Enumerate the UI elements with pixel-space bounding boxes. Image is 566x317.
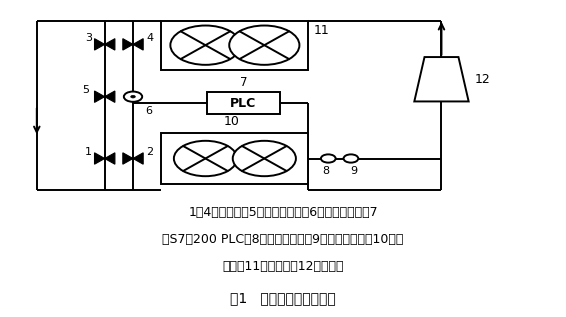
Circle shape	[124, 92, 142, 102]
Text: 7: 7	[239, 76, 247, 89]
Polygon shape	[133, 39, 143, 50]
Text: 3: 3	[85, 33, 92, 43]
Circle shape	[229, 26, 299, 65]
Polygon shape	[414, 57, 469, 101]
Text: 11: 11	[314, 24, 330, 37]
Text: 6: 6	[145, 106, 152, 116]
Polygon shape	[105, 91, 115, 102]
Polygon shape	[95, 91, 105, 102]
Polygon shape	[123, 39, 133, 50]
Text: 12: 12	[474, 73, 490, 86]
Text: 10: 10	[224, 115, 239, 128]
Polygon shape	[105, 39, 115, 50]
Polygon shape	[95, 39, 105, 50]
Circle shape	[170, 26, 241, 65]
Text: 9: 9	[350, 166, 357, 176]
Bar	[161, 133, 308, 184]
Polygon shape	[105, 153, 115, 164]
Polygon shape	[95, 153, 105, 164]
Text: 1: 1	[85, 147, 92, 157]
Bar	[161, 21, 308, 70]
Text: －S7－200 PLC；8－压力传感器；9－温度传感器；10－冷: －S7－200 PLC；8－压力传感器；9－温度传感器；10－冷	[162, 233, 404, 246]
Text: 5: 5	[82, 85, 89, 95]
Bar	[207, 92, 280, 114]
Circle shape	[233, 141, 296, 176]
Polygon shape	[123, 153, 133, 164]
Text: 4: 4	[146, 33, 153, 43]
Circle shape	[321, 154, 336, 163]
Circle shape	[131, 95, 135, 98]
Polygon shape	[133, 153, 143, 164]
Text: 图1   冷库耦合控制系统图: 图1 冷库耦合控制系统图	[230, 292, 336, 306]
Text: 8: 8	[322, 166, 329, 176]
Text: 2: 2	[146, 147, 153, 157]
Circle shape	[174, 141, 237, 176]
Text: PLC: PLC	[230, 96, 256, 110]
Text: 风机；11－冷凝器；12－压缩机: 风机；11－冷凝器；12－压缩机	[222, 260, 344, 273]
Text: 1～4－截止阀；5－热力膨胀阀；6－电子膨胀阀；7: 1～4－截止阀；5－热力膨胀阀；6－电子膨胀阀；7	[188, 206, 378, 219]
Circle shape	[344, 154, 358, 163]
